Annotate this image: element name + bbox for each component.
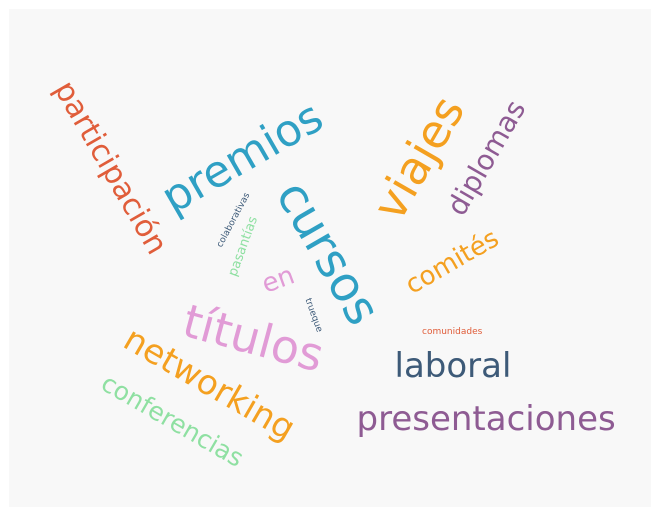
word-comites: comités [399,223,504,301]
word-presentaciones: presentaciones [356,399,616,439]
word-en: en [257,260,299,300]
word-laboral: laboral [394,346,512,386]
word-cloud: participación premios cursos viajes dipl… [9,9,651,507]
word-participacion: participación [46,74,175,261]
word-comunidades: comunidades [422,326,483,337]
